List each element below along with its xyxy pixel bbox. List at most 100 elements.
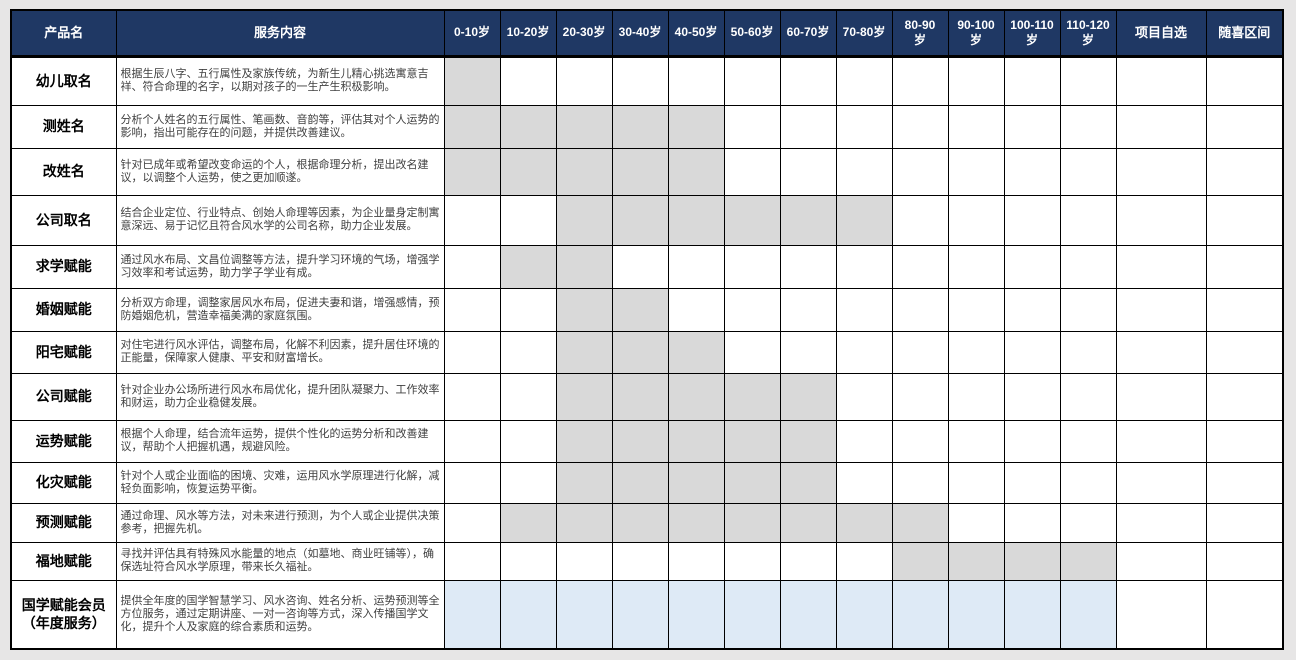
project-select-cell[interactable] xyxy=(1115,194,1207,246)
project-select-cell[interactable] xyxy=(1115,104,1207,149)
age-cell[interactable] xyxy=(443,147,501,196)
age-cell[interactable] xyxy=(555,461,613,504)
age-cell[interactable] xyxy=(947,541,1005,581)
age-cell[interactable] xyxy=(891,541,949,581)
age-cell[interactable] xyxy=(443,579,501,650)
age-cell[interactable] xyxy=(499,372,557,421)
donation-range-cell[interactable] xyxy=(1205,461,1284,504)
age-cell[interactable] xyxy=(555,372,613,421)
age-cell[interactable] xyxy=(443,330,501,374)
donation-range-cell[interactable] xyxy=(1205,55,1284,106)
age-cell[interactable] xyxy=(499,244,557,289)
age-cell[interactable] xyxy=(1059,104,1117,149)
age-cell[interactable] xyxy=(723,194,781,246)
age-cell[interactable] xyxy=(947,147,1005,196)
age-cell[interactable] xyxy=(443,55,501,106)
age-cell[interactable] xyxy=(779,104,837,149)
age-cell[interactable] xyxy=(667,502,725,543)
age-cell[interactable] xyxy=(1003,541,1061,581)
age-cell[interactable] xyxy=(947,194,1005,246)
age-cell[interactable] xyxy=(779,147,837,196)
age-cell[interactable] xyxy=(611,330,669,374)
age-cell[interactable] xyxy=(667,104,725,149)
age-cell[interactable] xyxy=(611,147,669,196)
project-select-cell[interactable] xyxy=(1115,372,1207,421)
age-cell[interactable] xyxy=(723,104,781,149)
age-cell[interactable] xyxy=(443,461,501,504)
age-cell[interactable] xyxy=(1059,244,1117,289)
age-cell[interactable] xyxy=(723,372,781,421)
age-cell[interactable] xyxy=(1003,287,1061,332)
age-cell[interactable] xyxy=(1003,502,1061,543)
age-cell[interactable] xyxy=(1059,147,1117,196)
donation-range-cell[interactable] xyxy=(1205,287,1284,332)
age-cell[interactable] xyxy=(723,244,781,289)
age-cell[interactable] xyxy=(947,372,1005,421)
age-cell[interactable] xyxy=(723,55,781,106)
age-cell[interactable] xyxy=(723,330,781,374)
age-cell[interactable] xyxy=(891,104,949,149)
donation-range-cell[interactable] xyxy=(1205,330,1284,374)
age-cell[interactable] xyxy=(667,287,725,332)
age-cell[interactable] xyxy=(555,502,613,543)
age-cell[interactable] xyxy=(891,419,949,463)
age-cell[interactable] xyxy=(555,194,613,246)
age-cell[interactable] xyxy=(1003,330,1061,374)
age-cell[interactable] xyxy=(779,287,837,332)
age-cell[interactable] xyxy=(667,244,725,289)
age-cell[interactable] xyxy=(443,541,501,581)
age-cell[interactable] xyxy=(443,287,501,332)
project-select-cell[interactable] xyxy=(1115,419,1207,463)
age-cell[interactable] xyxy=(1059,541,1117,581)
age-cell[interactable] xyxy=(443,419,501,463)
age-cell[interactable] xyxy=(555,579,613,650)
age-cell[interactable] xyxy=(835,419,893,463)
age-cell[interactable] xyxy=(835,372,893,421)
age-cell[interactable] xyxy=(835,461,893,504)
age-cell[interactable] xyxy=(891,147,949,196)
age-cell[interactable] xyxy=(1003,419,1061,463)
age-cell[interactable] xyxy=(667,541,725,581)
age-cell[interactable] xyxy=(443,194,501,246)
age-cell[interactable] xyxy=(499,541,557,581)
age-cell[interactable] xyxy=(723,287,781,332)
age-cell[interactable] xyxy=(891,194,949,246)
age-cell[interactable] xyxy=(611,502,669,543)
age-cell[interactable] xyxy=(723,461,781,504)
age-cell[interactable] xyxy=(1059,194,1117,246)
age-cell[interactable] xyxy=(667,194,725,246)
age-cell[interactable] xyxy=(555,419,613,463)
age-cell[interactable] xyxy=(891,330,949,374)
age-cell[interactable] xyxy=(555,55,613,106)
age-cell[interactable] xyxy=(555,541,613,581)
age-cell[interactable] xyxy=(891,579,949,650)
age-cell[interactable] xyxy=(611,55,669,106)
age-cell[interactable] xyxy=(555,244,613,289)
donation-range-cell[interactable] xyxy=(1205,579,1284,650)
age-cell[interactable] xyxy=(779,372,837,421)
age-cell[interactable] xyxy=(611,372,669,421)
age-cell[interactable] xyxy=(611,579,669,650)
age-cell[interactable] xyxy=(1059,579,1117,650)
project-select-cell[interactable] xyxy=(1115,244,1207,289)
age-cell[interactable] xyxy=(723,147,781,196)
age-cell[interactable] xyxy=(723,502,781,543)
age-cell[interactable] xyxy=(891,502,949,543)
age-cell[interactable] xyxy=(611,541,669,581)
age-cell[interactable] xyxy=(667,461,725,504)
donation-range-cell[interactable] xyxy=(1205,419,1284,463)
age-cell[interactable] xyxy=(667,55,725,106)
age-cell[interactable] xyxy=(947,579,1005,650)
age-cell[interactable] xyxy=(667,147,725,196)
age-cell[interactable] xyxy=(835,287,893,332)
age-cell[interactable] xyxy=(667,330,725,374)
age-cell[interactable] xyxy=(835,194,893,246)
age-cell[interactable] xyxy=(499,147,557,196)
age-cell[interactable] xyxy=(499,461,557,504)
project-select-cell[interactable] xyxy=(1115,287,1207,332)
age-cell[interactable] xyxy=(1059,330,1117,374)
age-cell[interactable] xyxy=(499,287,557,332)
age-cell[interactable] xyxy=(891,55,949,106)
age-cell[interactable] xyxy=(779,579,837,650)
age-cell[interactable] xyxy=(1059,461,1117,504)
